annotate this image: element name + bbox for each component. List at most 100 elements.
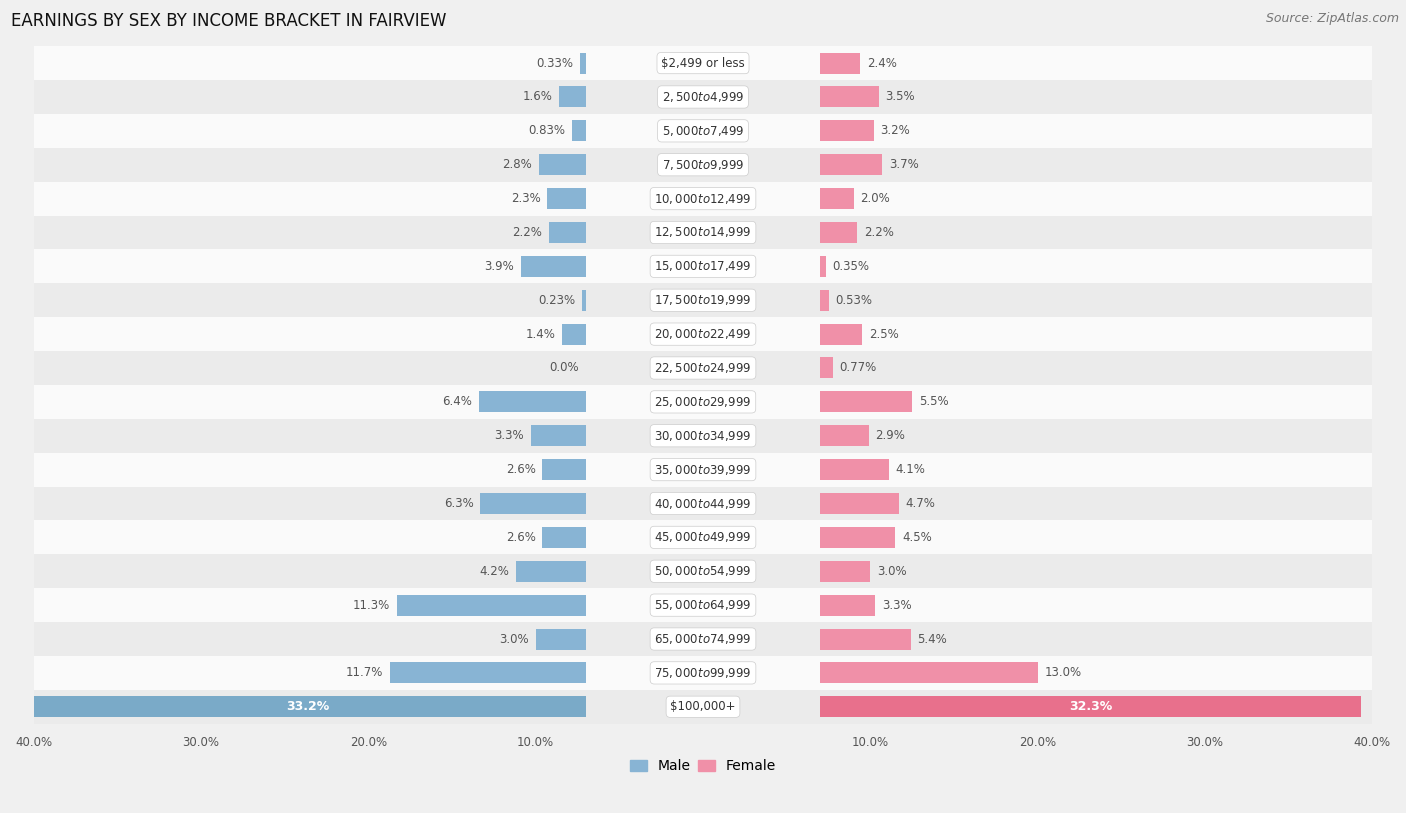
Bar (34, 453, 1372, 486)
Bar (34, 181, 1372, 215)
Text: 20.0%: 20.0% (350, 736, 387, 749)
Text: 4.7%: 4.7% (905, 497, 935, 510)
Text: $5,000 to $7,499: $5,000 to $7,499 (662, 124, 744, 138)
Text: 32.3%: 32.3% (1069, 700, 1112, 713)
Bar (34, 250, 1372, 283)
Text: 3.3%: 3.3% (882, 598, 911, 611)
Text: 10.0%: 10.0% (517, 736, 554, 749)
Text: $25,000 to $29,999: $25,000 to $29,999 (654, 395, 752, 409)
Bar (34, 148, 1372, 181)
Bar (820, 256, 825, 277)
Text: 3.0%: 3.0% (877, 565, 907, 578)
Bar (820, 425, 869, 446)
Text: 2.5%: 2.5% (869, 328, 898, 341)
Text: 0.53%: 0.53% (835, 293, 873, 307)
Bar (516, 561, 586, 582)
Text: 3.9%: 3.9% (484, 260, 513, 273)
Bar (34, 351, 1372, 385)
Bar (34, 656, 1372, 689)
Text: 2.2%: 2.2% (512, 226, 543, 239)
Bar (820, 594, 876, 615)
Bar (820, 289, 830, 311)
Text: $22,500 to $24,999: $22,500 to $24,999 (654, 361, 752, 375)
Text: $50,000 to $54,999: $50,000 to $54,999 (654, 564, 752, 578)
Text: 2.6%: 2.6% (506, 531, 536, 544)
Text: $100,000+: $100,000+ (671, 700, 735, 713)
Bar (34, 80, 1372, 114)
Text: 33.2%: 33.2% (287, 700, 329, 713)
Text: 1.4%: 1.4% (526, 328, 555, 341)
Text: 3.5%: 3.5% (886, 90, 915, 103)
Text: 2.6%: 2.6% (506, 463, 536, 476)
Bar (820, 663, 1038, 684)
Bar (543, 459, 586, 480)
Bar (34, 622, 1372, 656)
Text: $40,000 to $44,999: $40,000 to $44,999 (654, 497, 752, 511)
Bar (548, 222, 586, 243)
Bar (820, 493, 898, 514)
Text: 0.35%: 0.35% (832, 260, 870, 273)
Text: 11.7%: 11.7% (346, 667, 384, 680)
Bar (34, 486, 1372, 520)
Bar (820, 628, 911, 650)
Bar (820, 86, 879, 107)
Bar (34, 554, 1372, 588)
Text: 6.3%: 6.3% (444, 497, 474, 510)
Text: 1.6%: 1.6% (523, 90, 553, 103)
Bar (520, 256, 586, 277)
Bar (34, 46, 1372, 80)
Text: $20,000 to $22,499: $20,000 to $22,499 (654, 327, 752, 341)
Text: 20.0%: 20.0% (1019, 736, 1056, 749)
Bar (820, 120, 873, 141)
Bar (536, 628, 586, 650)
Text: $12,500 to $14,999: $12,500 to $14,999 (654, 225, 752, 240)
Bar (530, 425, 586, 446)
Bar (820, 154, 882, 176)
Bar (820, 459, 889, 480)
Text: 40.0%: 40.0% (15, 736, 52, 749)
Bar (34, 385, 1372, 419)
Text: $15,000 to $17,499: $15,000 to $17,499 (654, 259, 752, 273)
Text: $10,000 to $12,499: $10,000 to $12,499 (654, 192, 752, 206)
Bar (34, 317, 1372, 351)
Text: 2.4%: 2.4% (868, 57, 897, 70)
Bar (820, 561, 870, 582)
Bar (820, 527, 896, 548)
Text: 5.4%: 5.4% (917, 633, 948, 646)
Bar (34, 419, 1372, 453)
Text: 0.0%: 0.0% (550, 362, 579, 375)
Bar (34, 689, 1372, 724)
Text: 11.3%: 11.3% (353, 598, 389, 611)
Bar (478, 391, 586, 412)
Text: 0.23%: 0.23% (538, 293, 575, 307)
Bar (820, 188, 853, 209)
Text: $35,000 to $39,999: $35,000 to $39,999 (654, 463, 752, 476)
Bar (820, 53, 860, 74)
Text: 3.2%: 3.2% (880, 124, 910, 137)
Bar (562, 324, 586, 345)
Bar (34, 215, 1372, 250)
Bar (820, 391, 912, 412)
Bar (572, 120, 586, 141)
Text: 13.0%: 13.0% (1045, 667, 1081, 680)
Text: 30.0%: 30.0% (1187, 736, 1223, 749)
Text: 2.9%: 2.9% (876, 429, 905, 442)
Text: $55,000 to $64,999: $55,000 to $64,999 (654, 598, 752, 612)
Bar (560, 86, 586, 107)
Text: 0.33%: 0.33% (537, 57, 574, 70)
Text: 40.0%: 40.0% (1354, 736, 1391, 749)
Text: 4.1%: 4.1% (896, 463, 925, 476)
Text: 3.7%: 3.7% (889, 159, 918, 172)
Legend: Male, Female: Male, Female (624, 754, 782, 779)
Bar (582, 289, 586, 311)
Text: 6.4%: 6.4% (441, 395, 472, 408)
Text: 2.0%: 2.0% (860, 192, 890, 205)
Text: 2.2%: 2.2% (863, 226, 894, 239)
Text: EARNINGS BY SEX BY INCOME BRACKET IN FAIRVIEW: EARNINGS BY SEX BY INCOME BRACKET IN FAI… (11, 12, 447, 30)
Bar (820, 696, 1361, 717)
Text: $2,499 or less: $2,499 or less (661, 57, 745, 70)
Text: $2,500 to $4,999: $2,500 to $4,999 (662, 90, 744, 104)
Bar (34, 520, 1372, 554)
Text: 4.5%: 4.5% (903, 531, 932, 544)
Bar (30, 696, 586, 717)
